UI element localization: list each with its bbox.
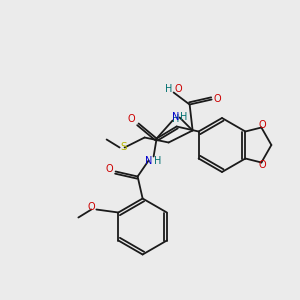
Text: N: N	[145, 155, 152, 166]
Text: O: O	[214, 94, 221, 104]
Text: H: H	[165, 83, 172, 94]
Text: O: O	[128, 113, 135, 124]
Text: H: H	[172, 113, 179, 124]
Text: O: O	[175, 83, 182, 94]
Text: O: O	[106, 164, 113, 175]
Text: H: H	[180, 112, 187, 122]
Text: H: H	[154, 155, 161, 166]
Text: O: O	[88, 202, 95, 212]
Text: N: N	[172, 112, 179, 122]
Text: O: O	[259, 160, 266, 170]
Text: O: O	[259, 119, 266, 130]
Text: S: S	[120, 142, 127, 152]
